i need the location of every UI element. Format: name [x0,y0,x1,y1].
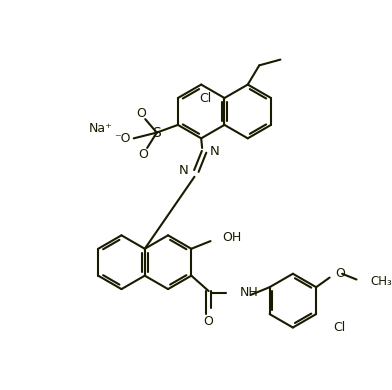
Text: OH: OH [222,231,241,244]
Text: CH₃: CH₃ [370,275,392,288]
Text: ⁻O: ⁻O [114,132,131,145]
Text: N: N [179,165,189,177]
Text: N: N [210,145,220,158]
Text: Cl: Cl [334,321,346,334]
Text: Cl: Cl [199,92,211,105]
Text: O: O [336,267,345,280]
Text: S: S [152,126,161,140]
Text: O: O [136,107,146,120]
Text: Na⁺: Na⁺ [89,122,113,135]
Text: O: O [138,148,148,161]
Text: NH: NH [240,286,258,300]
Text: O: O [204,315,214,328]
